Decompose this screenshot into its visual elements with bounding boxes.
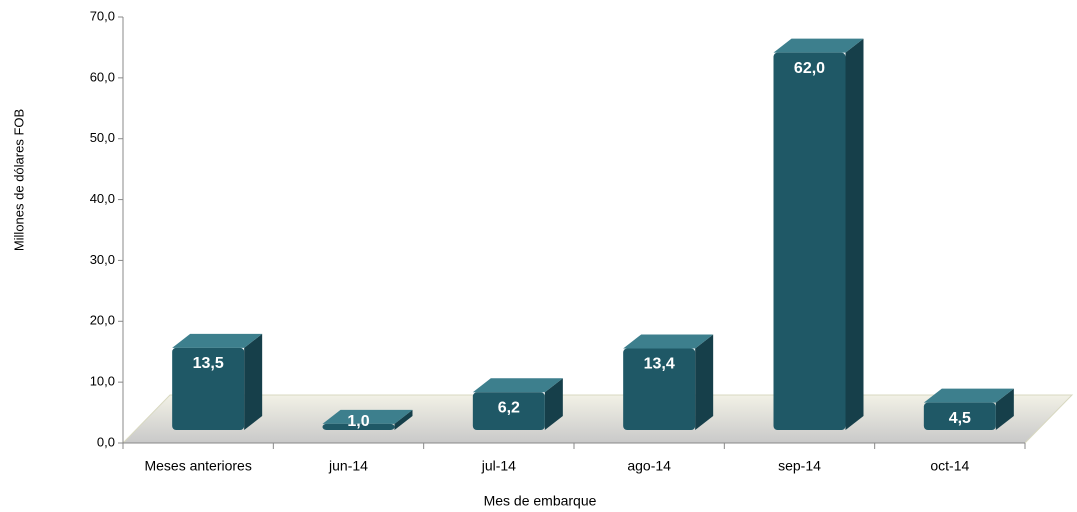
bar-face (995, 388, 1014, 430)
bar-face (322, 423, 395, 430)
bar-face (623, 334, 714, 349)
x-tick-label: oct-14 (930, 458, 969, 474)
bar-face (544, 378, 563, 430)
y-tick-label: 0,0 (97, 434, 115, 449)
bar-face (623, 348, 696, 430)
bar (172, 333, 263, 430)
bar (923, 388, 1014, 430)
bar (322, 409, 413, 430)
x-tick-label: Meses anteriores (144, 458, 251, 474)
x-tick-label: jul-14 (481, 458, 516, 474)
y-tick-label: 50,0 (90, 130, 115, 145)
value-label: 4,5 (949, 410, 971, 427)
bar-face (845, 38, 864, 430)
bar (472, 378, 563, 430)
value-label: 1,0 (347, 413, 369, 430)
y-tick-label: 60,0 (90, 69, 115, 84)
bar-face (172, 347, 245, 430)
x-tick-label: sep-14 (778, 458, 821, 474)
bar-face (773, 38, 864, 53)
y-tick-label: 40,0 (90, 191, 115, 206)
x-axis-title: Mes de embarque (484, 493, 597, 509)
bar-face (472, 392, 545, 430)
value-label: 13,4 (644, 356, 675, 373)
y-axis-title: Millones de dólares FOB (11, 109, 26, 251)
x-tick-label: jun-14 (328, 458, 368, 474)
y-tick-label: 70,0 (90, 8, 115, 23)
bar-face (773, 52, 846, 430)
value-label: 13,5 (193, 355, 224, 372)
y-tick-label: 10,0 (90, 374, 115, 389)
bar-face (695, 334, 714, 430)
bar-face (394, 409, 413, 430)
y-tick-label: 20,0 (90, 313, 115, 328)
bar-face (923, 402, 996, 430)
bar-face (472, 378, 563, 393)
x-tick-label: ago-14 (627, 458, 671, 474)
value-label: 62,0 (794, 60, 825, 77)
bar-face (172, 333, 263, 348)
value-label: 6,2 (498, 399, 520, 416)
bar (773, 38, 864, 430)
y-tick-label: 30,0 (90, 252, 115, 267)
bar (623, 334, 714, 430)
bar-face (322, 409, 413, 424)
bar-face (244, 333, 263, 430)
bar-face (923, 388, 1014, 403)
